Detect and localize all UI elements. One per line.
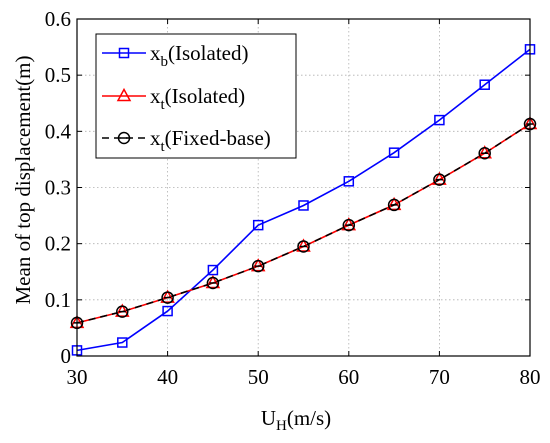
- point-xb: [298, 200, 309, 211]
- x-axis-label-tail: (m/s): [287, 406, 331, 430]
- point-xb: [479, 79, 490, 90]
- series-line-xt_fixed: [76, 123, 531, 324]
- x-tick-label: 40: [157, 365, 178, 389]
- point-xt_fixed: [478, 146, 491, 160]
- point-xt_iso: [205, 274, 221, 289]
- point-xt_fixed: [116, 305, 129, 318]
- legend-label: xt(Isolated): [150, 84, 245, 113]
- legend-entry-xt_fixed: xt(Fixed-base): [102, 126, 271, 155]
- legend-entry-xt_iso: xt(Isolated): [102, 84, 245, 113]
- y-tick-label: 0.6: [45, 7, 71, 31]
- legend-entries: xb(Isolated) xt(Isolated) xt(Fixed-base): [102, 41, 271, 155]
- legend-marker: [117, 131, 131, 145]
- point-xt_fixed: [387, 198, 401, 212]
- legend-label: xb(Isolated): [150, 41, 248, 70]
- x-axis-label: UH(m/s): [261, 406, 331, 434]
- y-axis-label: Mean of top displacement(m): [11, 55, 35, 304]
- point-xt_iso: [115, 303, 130, 317]
- legend-entry-xb: xb(Isolated): [102, 41, 248, 70]
- series-line-xb: [76, 48, 531, 352]
- point-xt_iso: [386, 196, 402, 211]
- y-tick-label: 0.1: [45, 288, 71, 312]
- point-xt_fixed: [251, 259, 265, 273]
- point-xt_fixed: [297, 240, 310, 253]
- point-xt_iso: [296, 238, 311, 252]
- point-xb: [207, 264, 219, 276]
- x-tick-label: 80: [520, 365, 541, 389]
- x-axis: 30 40 50 60 70 80: [67, 19, 541, 389]
- legend-label: xt(Fixed-base): [150, 126, 271, 155]
- legend: xb(Isolated) xt(Isolated) xt(Fixed-base): [95, 33, 297, 159]
- point-xt_iso: [432, 171, 447, 185]
- y-axis: 0 0.1 0.2 0.3 0.4 0.5 0.6: [45, 7, 530, 368]
- point-xt_fixed: [161, 291, 174, 304]
- y-tick-label: 0.5: [45, 63, 71, 87]
- point-xt_iso: [477, 145, 492, 159]
- x-tick-label: 70: [429, 365, 450, 389]
- point-xt_fixed: [433, 173, 446, 186]
- point-xb: [343, 176, 355, 187]
- point-xb: [434, 114, 445, 126]
- x-axis-label-sub: H: [276, 418, 287, 434]
- point-xt_iso: [341, 217, 357, 231]
- y-tick-label: 0.3: [45, 176, 71, 200]
- x-tick-label: 50: [248, 365, 269, 389]
- point-xb: [252, 219, 264, 231]
- point-xt_iso: [160, 289, 175, 303]
- y-tick-label: 0: [61, 344, 72, 368]
- point-xt_fixed: [342, 218, 356, 232]
- legend-marker: [116, 87, 132, 102]
- x-axis-label-main: U: [261, 406, 276, 430]
- point-xt_iso: [250, 258, 266, 272]
- point-xb: [388, 147, 400, 158]
- legend-marker: [118, 47, 130, 59]
- y-tick-label: 0.4: [45, 119, 72, 143]
- x-tick-label: 60: [338, 365, 359, 389]
- point-xb: [117, 337, 128, 348]
- point-xb: [162, 305, 173, 317]
- y-tick-label: 0.2: [45, 232, 71, 256]
- point-xt_fixed: [206, 276, 220, 290]
- x-tick-label: 30: [67, 365, 88, 389]
